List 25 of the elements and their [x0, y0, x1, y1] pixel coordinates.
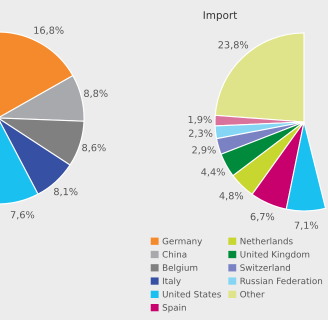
legend-label: Spain — [162, 304, 186, 312]
data-label: 7,1% — [294, 222, 318, 230]
legend-label: Switzerland — [240, 264, 290, 271]
data-label: 8,6% — [82, 144, 106, 152]
data-label: 6,7% — [250, 212, 274, 222]
data-label: 16,8% — [34, 26, 64, 35]
legend-label: United Kingdom — [240, 250, 310, 260]
data-label: 8,1% — [54, 188, 78, 196]
legend-label: Germany — [162, 238, 202, 246]
data-label: 2,9% — [192, 146, 216, 155]
legend-label: Italy — [162, 277, 181, 286]
legend-label: Belgium — [162, 264, 198, 273]
data-label: 7,6% — [10, 211, 34, 220]
data-label: 2,3% — [188, 130, 212, 138]
data-label: 8,8% — [84, 90, 108, 98]
data-label: 4,4% — [201, 168, 225, 177]
data-label: 23,8% — [218, 41, 248, 50]
data-label: 4,8% — [219, 192, 244, 200]
legend-label: China — [162, 250, 186, 258]
legend-label: Netherlands — [240, 238, 293, 244]
chart-title: Import — [204, 11, 238, 22]
data-label: 1,9% — [188, 116, 212, 124]
legend-label: Other — [240, 290, 265, 298]
legend-label: Russian Federation — [240, 277, 322, 284]
legend-label: United States — [162, 290, 221, 298]
